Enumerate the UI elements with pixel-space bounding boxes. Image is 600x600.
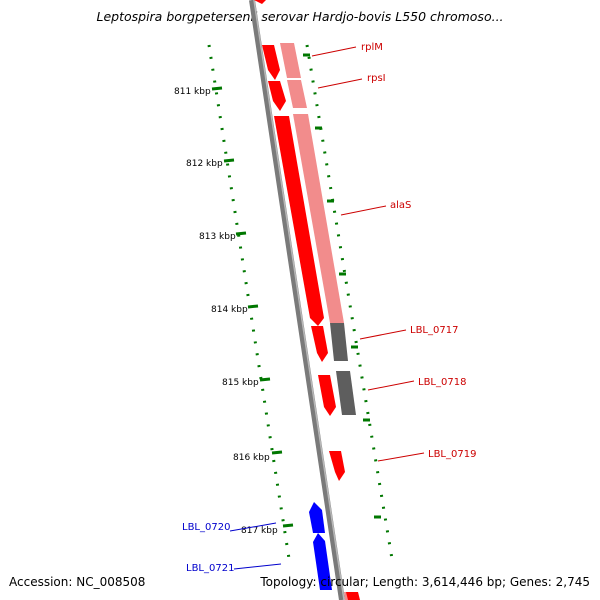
tick-815 xyxy=(259,377,271,382)
scale-label-814: 814 kbp xyxy=(211,305,248,315)
tick-817 xyxy=(282,523,294,528)
gene-label-LBL_0721[interactable]: LBL_0721 xyxy=(186,563,234,574)
tick-814 xyxy=(247,304,259,309)
tick-811 xyxy=(211,86,223,91)
map-title: Leptospira borgpetersenii serovar Hardjo… xyxy=(96,9,504,24)
protein-rpsI[interactable] xyxy=(287,80,307,108)
protein-LBL_0717-nohomolog[interactable] xyxy=(330,323,348,361)
tick-813 xyxy=(235,231,247,236)
scale-label-811: 811 kbp xyxy=(174,87,211,97)
gene-label-rplM[interactable]: rplM xyxy=(361,42,383,53)
gene-label-LBL_0720[interactable]: LBL_0720 xyxy=(182,522,230,533)
cds-alaS[interactable] xyxy=(274,116,324,326)
gene-label-rpsI[interactable]: rpsI xyxy=(367,73,386,84)
cds-LBL_0717[interactable] xyxy=(311,326,328,362)
gene-label-alaS[interactable]: alaS xyxy=(390,200,411,211)
tick-816 xyxy=(271,450,283,455)
protein-rplM[interactable] xyxy=(280,43,301,78)
scale-label-812: 812 kbp xyxy=(186,159,223,169)
cds-LBL_0720[interactable] xyxy=(309,502,325,533)
ruler-ticks: 811 kbp 812 kbp 813 kbp 814 kbp 815 kbp … xyxy=(174,53,381,536)
label-leaders xyxy=(229,46,425,570)
gene-label-LBL_0718[interactable]: LBL_0718 xyxy=(418,377,466,388)
cds-rplM[interactable] xyxy=(262,45,280,80)
scale-label-815: 815 kbp xyxy=(222,378,259,388)
cds-LBL_0718[interactable] xyxy=(318,375,336,416)
genome-summary-label: Topology: circular; Length: 3,614,446 bp… xyxy=(260,575,590,589)
protein-track xyxy=(280,43,357,600)
gene-labels: rplM rpsI alaS LBL_0717 LBL_0718 LBL_071… xyxy=(182,42,476,574)
gene-label-LBL_0717[interactable]: LBL_0717 xyxy=(410,325,458,336)
gene-label-LBL_0719[interactable]: LBL_0719 xyxy=(428,449,476,460)
cds-track xyxy=(262,45,360,600)
cds-LBL_0721[interactable] xyxy=(313,533,332,590)
scale-label-817: 817 kbp xyxy=(241,526,278,536)
protein-alaS[interactable] xyxy=(293,114,344,323)
partial-feature-top[interactable] xyxy=(254,0,266,4)
cds-LBL_0719[interactable] xyxy=(329,451,345,481)
genome-backbone xyxy=(249,0,345,600)
scale-label-813: 813 kbp xyxy=(199,232,236,242)
cds-rpsI[interactable] xyxy=(268,81,286,111)
accession-label: Accession: NC_008508 xyxy=(9,575,146,589)
tick-812 xyxy=(223,158,235,163)
protein-LBL_0718-nohomolog[interactable] xyxy=(336,371,356,415)
scale-label-816: 816 kbp xyxy=(233,453,270,463)
